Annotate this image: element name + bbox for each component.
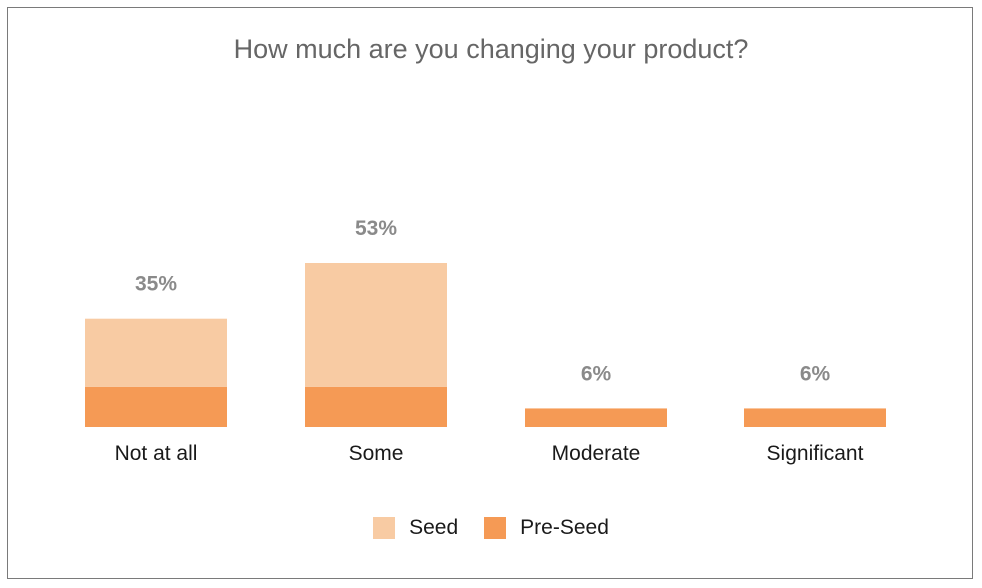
legend-swatch-pre-seed (484, 517, 507, 539)
x-tick-label-moderate: Moderate (552, 442, 641, 465)
data-label-significant: 6% (800, 362, 831, 385)
legend-swatch-seed (373, 517, 396, 539)
data-label-not-at-all: 35% (135, 273, 177, 296)
x-tick-label-some: Some (349, 442, 404, 465)
bar-pre-seed-significant (744, 408, 886, 427)
legend-label-pre-seed: Pre-Seed (520, 516, 609, 539)
x-tick-label-significant: Significant (767, 442, 864, 465)
bar-seed-not-at-all (85, 318, 227, 387)
bar-seed-some (305, 263, 447, 387)
legend-label-seed: Seed (409, 516, 459, 539)
bar-pre-seed-some (305, 386, 447, 427)
bar-pre-seed-moderate (525, 408, 667, 427)
legend-item-seed: Seed (373, 516, 458, 540)
legend-item-pre-seed: Pre-Seed (484, 516, 609, 540)
legend: Seed Pre-Seed (0, 516, 982, 540)
chart-title: How much are you changing your product? (233, 34, 749, 64)
bar-pre-seed-not-at-all (85, 386, 227, 427)
x-tick-label-not-at-all: Not at all (115, 442, 198, 465)
data-label-moderate: 6% (581, 362, 612, 385)
chart-frame (7, 7, 973, 579)
data-label-some: 53% (355, 217, 397, 240)
